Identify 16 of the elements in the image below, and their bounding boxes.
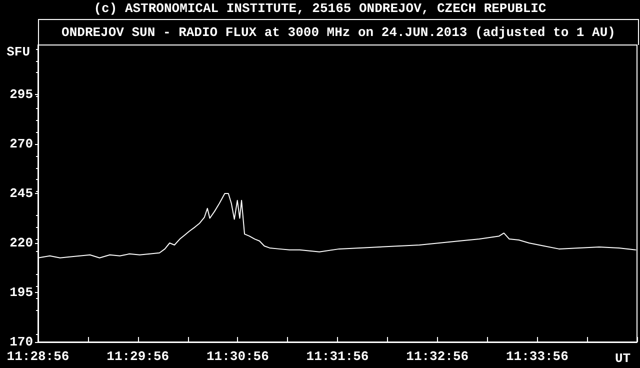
x-tick-label: 11:30:56 (206, 349, 270, 364)
y-tick-label: 220 (10, 236, 34, 250)
y-tick-label: 270 (10, 136, 34, 152)
y-tick-label: 295 (10, 87, 34, 102)
x-tick-label: 11:33:56 (506, 349, 569, 364)
chart-subtitle: ONDREJOV SUN - RADIO FLUX at 3000 MHz on 24.JUN.2013 (adjusted to 1 AU) (38, 19, 639, 45)
chart-title: (c) ASTRONOMICAL INSTITUTE, 25165 ONDREJOV, CZECH REPUBLIC (92, 1, 548, 16)
x-tick-label: 11:29:56 (106, 349, 170, 364)
x-axis-title: UT (615, 351, 631, 366)
x-tick-label: 11:32:56 (406, 349, 469, 364)
x-tick-label: 11:31:56 (306, 349, 369, 364)
y-axis-title: SFU (6, 44, 30, 60)
x-tick-label: 11:28:56 (6, 349, 70, 364)
y-tick-label: 195 (10, 285, 34, 300)
y-tick-label: 245 (10, 186, 34, 201)
y-tick-label: 170 (10, 334, 34, 350)
